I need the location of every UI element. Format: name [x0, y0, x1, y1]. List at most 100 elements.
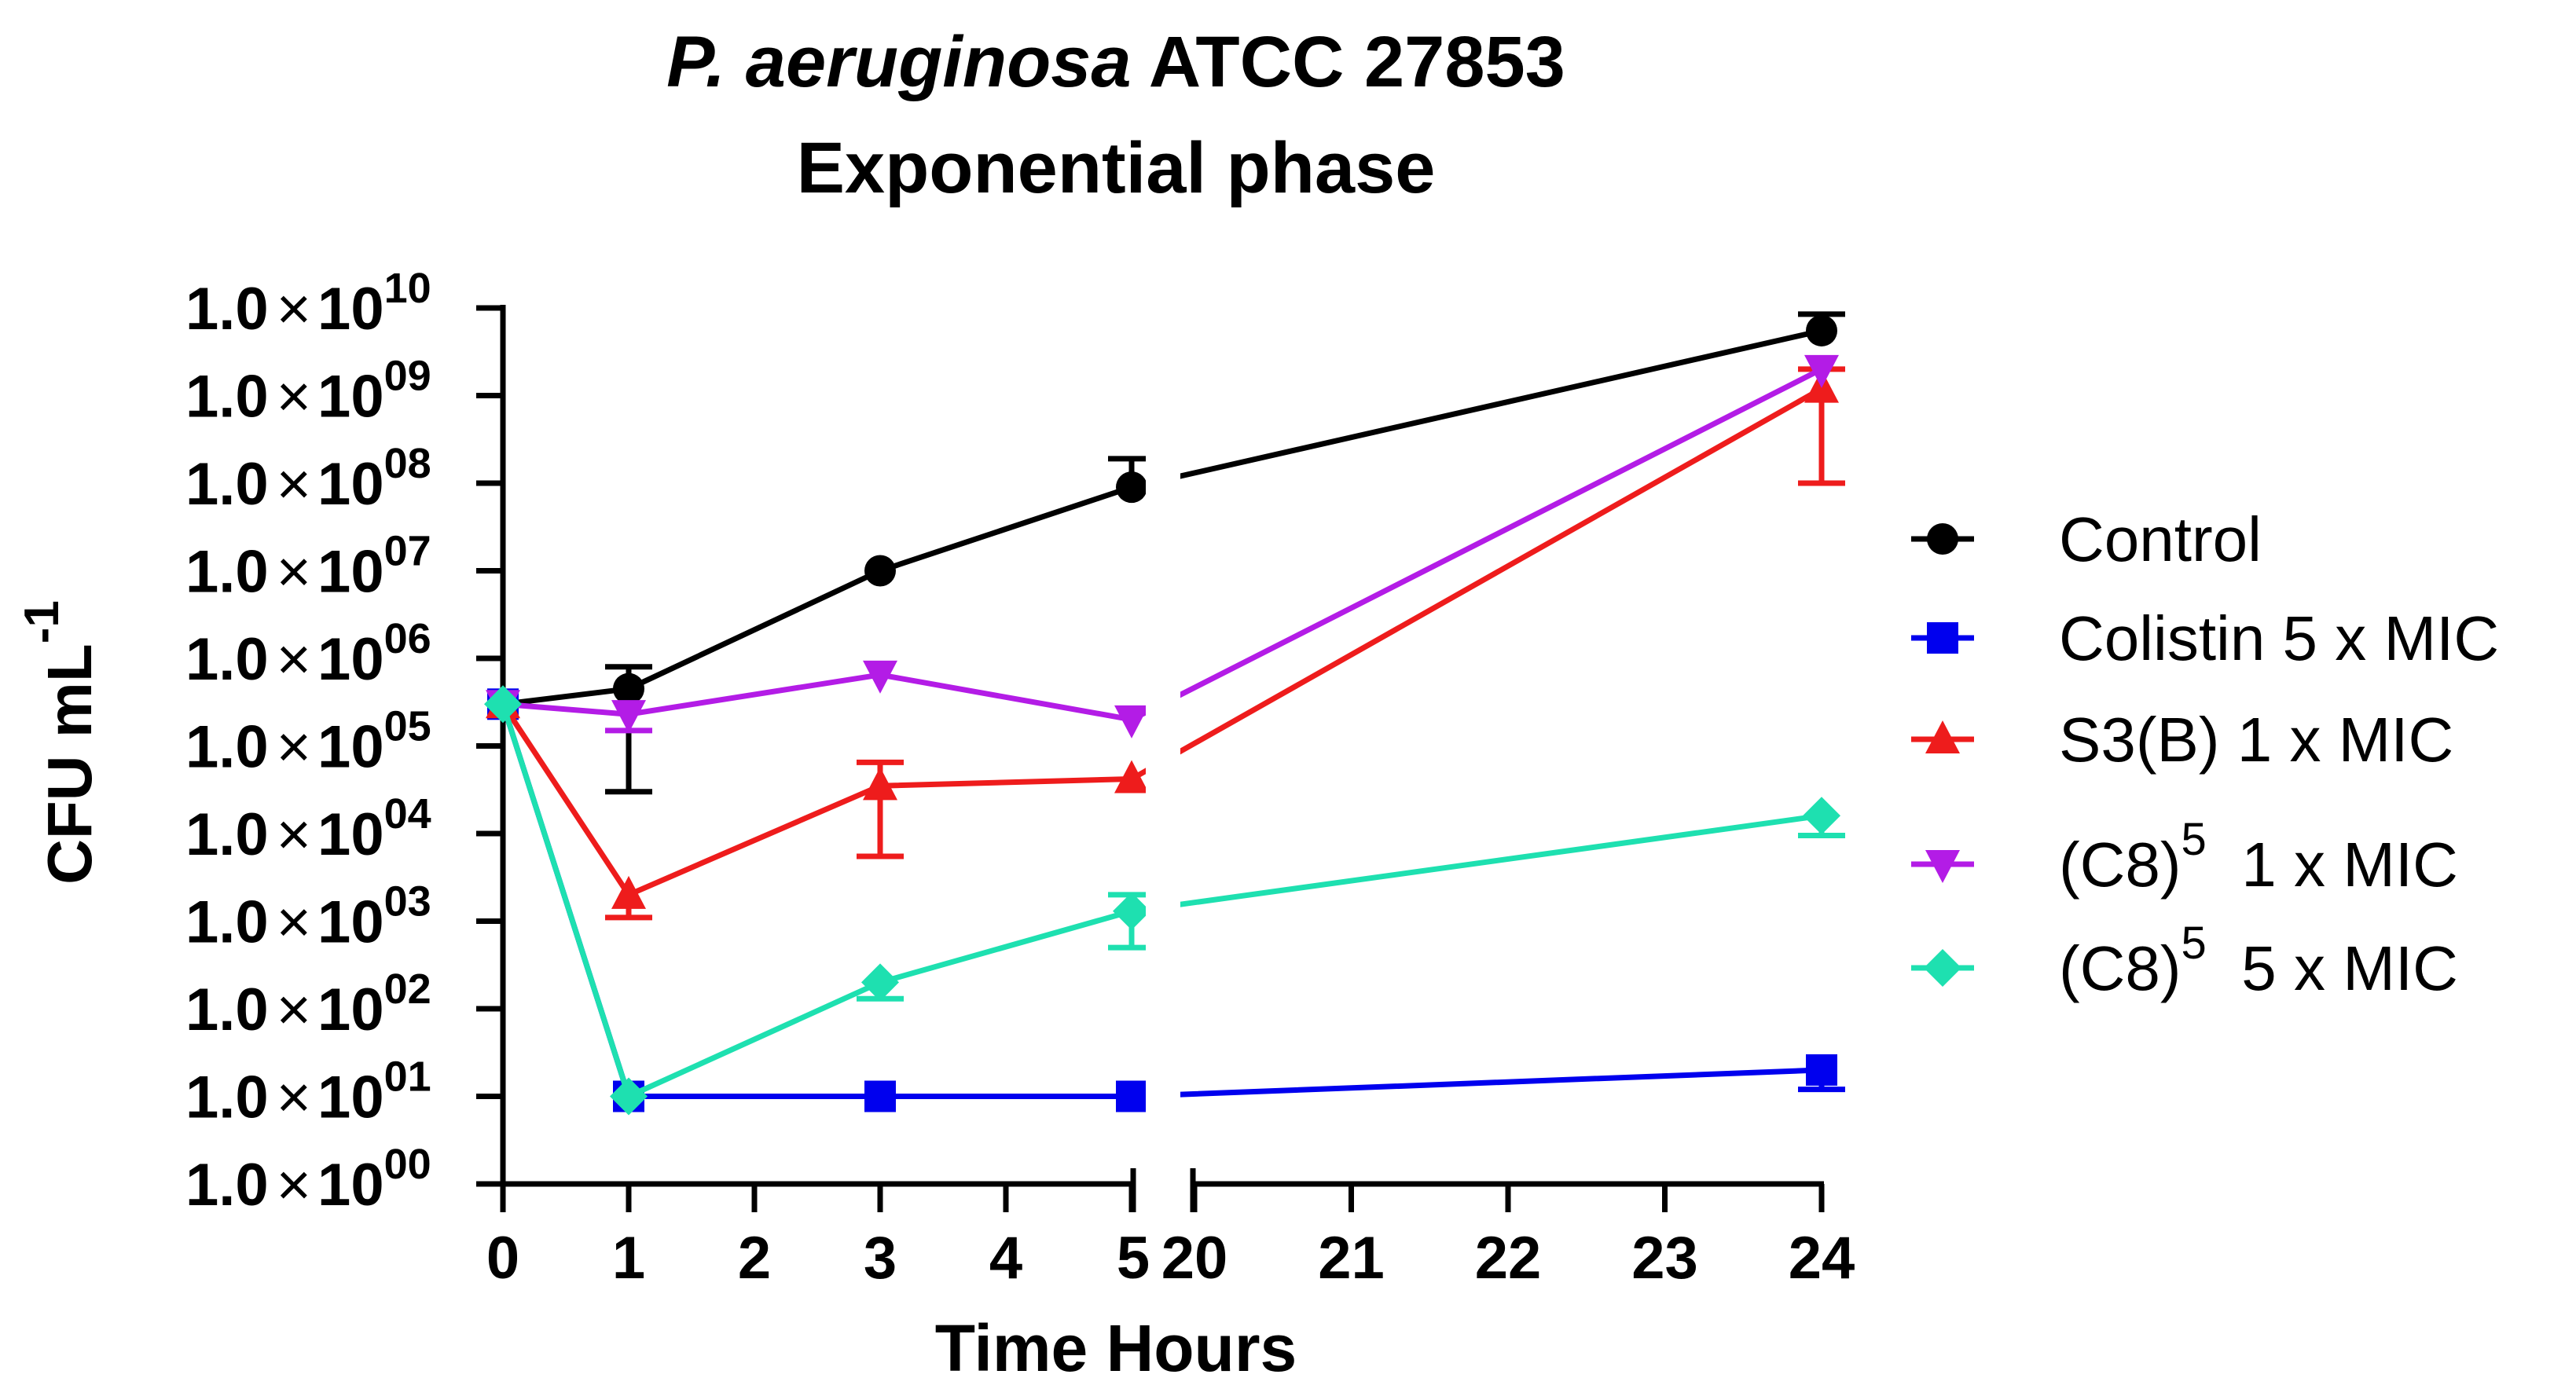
y-tick-label-times: ×: [277, 364, 311, 431]
y-tick-label-times: ×: [277, 1152, 311, 1219]
series-layer: [484, 311, 1845, 1116]
data-point: [1803, 797, 1840, 835]
y-tick-label-times: ×: [277, 801, 311, 868]
y-tick-label: 1.0 × 1002: [185, 966, 431, 1043]
y-tick-label: 1.0 × 1008: [185, 440, 431, 518]
legend-label-superscript: 5: [2182, 814, 2207, 865]
y-tick-label-base: 10: [317, 451, 384, 518]
y-tick-label-mantissa: 1.0: [185, 889, 269, 956]
y-tick-label-exponent: 05: [384, 703, 431, 750]
y-tick-label: 1.0 × 1004: [185, 790, 431, 868]
y-tick-label: 1.0 × 1010: [185, 265, 431, 343]
y-tick-label-mantissa: 1.0: [185, 1065, 269, 1131]
legend-label-base: Colistin 5 x MIC: [2059, 603, 2499, 673]
y-tick-label-base: 10: [317, 539, 384, 606]
y-tick-label-times: ×: [277, 977, 311, 1043]
x-tick-label: 5: [1117, 1225, 1150, 1292]
legend-label: Control: [2059, 504, 2262, 574]
y-tick-label-base: 10: [317, 626, 384, 693]
y-tick-label-exponent: 00: [384, 1141, 431, 1188]
y-tick-label-mantissa: 1.0: [185, 977, 269, 1043]
legend-label-rest: 1 x MIC: [2207, 830, 2458, 900]
y-tick-label: 1.0 × 1001: [185, 1054, 431, 1131]
y-tick-label-exponent: 06: [384, 615, 431, 662]
legend-label: (C8)5 5 x MIC: [2059, 918, 2458, 1003]
y-tick-label: 1.0 × 1007: [185, 528, 431, 606]
legend-item-1: Control: [1911, 504, 2262, 574]
y-tick-label-base: 10: [317, 889, 384, 956]
y-tick-label-mantissa: 1.0: [185, 451, 269, 518]
y-tick-label-base: 10: [317, 1152, 384, 1219]
legend-item-3: S3(B) 1 x MIC: [1911, 705, 2453, 775]
y-tick-label-times: ×: [277, 451, 311, 518]
y-tick-label-base: 10: [317, 801, 384, 868]
y-tick-label: 1.0 × 1006: [185, 615, 431, 693]
data-point: [610, 1077, 648, 1116]
y-tick-label-exponent: 08: [384, 440, 431, 487]
data-point: [864, 1080, 896, 1112]
x-tick-label: 21: [1318, 1225, 1385, 1292]
data-point: [864, 555, 896, 587]
y-tick-label-base: 10: [317, 364, 384, 431]
y-tick-label-times: ×: [277, 1065, 311, 1131]
x-tick-label: 20: [1161, 1225, 1228, 1292]
legend-label-base: S3(B) 1 x MIC: [2059, 705, 2453, 775]
data-point: [484, 685, 522, 724]
y-tick-label-exponent: 04: [384, 790, 431, 837]
data-point: [1806, 1054, 1837, 1086]
legend-label-base: (C8): [2059, 933, 2182, 1003]
y-tick-label-times: ×: [277, 714, 311, 781]
y-axis-label-main: CFU mL: [35, 643, 105, 885]
axis-break-gaps: [1146, 261, 1180, 1160]
y-tick-label-exponent: 03: [384, 878, 431, 925]
x-tick-label: 24: [1789, 1225, 1855, 1292]
data-point: [1114, 705, 1149, 738]
legend-label-rest: 5 x MIC: [2207, 933, 2458, 1003]
y-tick-label-exponent: 10: [384, 265, 431, 312]
y-tick-label-exponent: 02: [384, 966, 431, 1013]
y-tick-label: 1.0 × 1005: [185, 703, 431, 781]
data-point: [1116, 1080, 1147, 1112]
y-tick-label-base: 10: [317, 977, 384, 1043]
legend-label: Colistin 5 x MIC: [2059, 603, 2499, 673]
y-tick-label-base: 10: [317, 1065, 384, 1131]
legend-label-base: Control: [2059, 504, 2262, 574]
y-tick-label-exponent: 01: [384, 1054, 431, 1101]
y-tick-label-mantissa: 1.0: [185, 801, 269, 868]
legend-item-2: Colistin 5 x MIC: [1911, 603, 2499, 673]
legend-item-5: (C8)5 5 x MIC: [1911, 918, 2458, 1003]
legend-label-superscript: 5: [2182, 918, 2207, 969]
y-tick-label-mantissa: 1.0: [185, 714, 269, 781]
legend: Control Colistin 5 x MIC S3(B) 1 x MIC (C8)…: [1911, 504, 2499, 1003]
legend-label: (C8)5 1 x MIC: [2059, 814, 2458, 900]
data-point: [1806, 314, 1837, 346]
x-tick-label: 22: [1475, 1225, 1542, 1292]
x-tick-label: 23: [1631, 1225, 1698, 1292]
y-axis-label-group: CFU mL-1: [15, 600, 105, 885]
data-point: [611, 875, 646, 909]
y-tick-label-times: ×: [277, 889, 311, 956]
legend-item-4: (C8)5 1 x MIC: [1911, 814, 2458, 900]
data-point: [1116, 471, 1147, 504]
data-point: [613, 673, 644, 705]
x-tick-label: 3: [864, 1225, 897, 1292]
y-axis-label: CFU mL-1: [15, 600, 105, 885]
y-tick-label-times: ×: [277, 539, 311, 606]
x-tick-label: 4: [989, 1225, 1022, 1292]
y-tick-label-mantissa: 1.0: [185, 276, 269, 343]
chart-title: P. aeruginosa ATCC 27853: [666, 22, 1565, 102]
series-5: [484, 685, 1845, 1116]
legend-swatch-marker: [1924, 949, 1961, 987]
legend-swatch-marker: [1927, 523, 1958, 555]
data-point: [1804, 354, 1839, 388]
y-tick-label-base: 10: [317, 714, 384, 781]
chart-title-organism: P. aeruginosa: [666, 22, 1131, 102]
legend-label: S3(B) 1 x MIC: [2059, 705, 2453, 775]
x-tick-label: 1: [612, 1225, 645, 1292]
x-tick-label: 0: [486, 1225, 519, 1292]
data-point: [1113, 892, 1150, 930]
data-point: [611, 700, 646, 734]
y-tick-label-mantissa: 1.0: [185, 1152, 269, 1219]
y-tick-label-mantissa: 1.0: [185, 626, 269, 693]
